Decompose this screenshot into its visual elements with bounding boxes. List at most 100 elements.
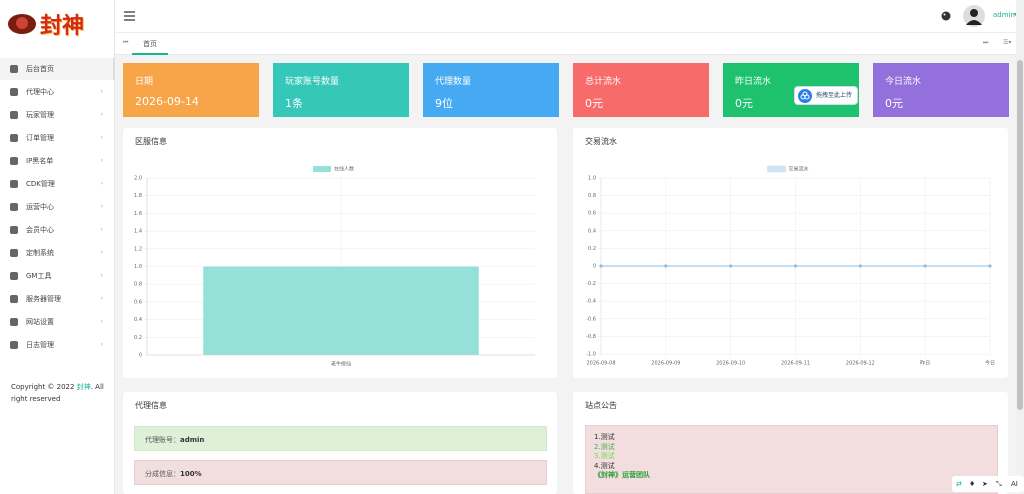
menu-text: 玩家管理	[26, 111, 54, 119]
menu-arrow: ›	[100, 295, 103, 302]
menu-item[interactable]: 会员中心 ›	[0, 219, 115, 241]
menu-item[interactable]: 日志管理 ›	[0, 334, 115, 356]
menu-arrow: ›	[100, 341, 103, 348]
menu-icon	[10, 88, 18, 96]
menu-text: CDK管理	[26, 180, 55, 188]
menu-item[interactable]: 服务器管理 ›	[0, 288, 115, 310]
menu-arrow: ›	[100, 180, 103, 187]
copyright-prefix: Copyright © 2022	[11, 383, 77, 391]
card-label: 日期	[135, 77, 154, 87]
card-value: 9位	[435, 97, 453, 110]
logo[interactable]: 封神	[4, 6, 110, 40]
menu-text: IP黑名单	[26, 157, 54, 165]
bar	[203, 266, 479, 355]
stat-card: 总计流水 0元	[573, 63, 709, 117]
y-tick-label: -0.6	[586, 316, 596, 322]
menu-item[interactable]: 网站设置 ›	[0, 311, 115, 333]
upload-icon	[798, 89, 812, 103]
tab-prev[interactable]: ⏮	[123, 39, 129, 46]
notice-line: 2.测试	[594, 442, 615, 451]
point	[988, 264, 992, 268]
stat-card: 玩家账号数量 1条	[273, 63, 409, 117]
point	[729, 264, 733, 268]
menu-icon	[10, 157, 18, 165]
menu-icon	[10, 272, 18, 280]
legend-swatch	[313, 166, 331, 172]
menu-text: 会员中心	[26, 226, 54, 234]
card-value: 0元	[585, 97, 603, 110]
chart: 在线人数 0 0.2 0.4 0.6 0.8 1.0 1.2 1.4 1.6 1.8 2.0 老牛修仙	[134, 166, 535, 368]
copyright: Copyright © 2022 封神. All right reserved	[11, 381, 107, 405]
menu-arrow: ›	[100, 157, 103, 164]
menu-arrow: ›	[100, 203, 103, 210]
stat-card: 日期 2026-09-14	[123, 63, 259, 117]
menu-text: 日志管理	[26, 341, 54, 349]
chart-panel: 交易流水 交易流水 -1.0 -0.8 -0.6 -0.4 -0.2 0 0.2 0.4 0.6 0.…	[573, 128, 1008, 378]
copyright-brand[interactable]: 封神	[76, 383, 91, 391]
menu-toggle[interactable]	[124, 11, 135, 21]
point	[599, 264, 603, 268]
tool-icon[interactable]: ⤡	[996, 480, 1002, 488]
menu-item[interactable]: 玩家管理 ›	[0, 104, 115, 126]
upload-badge[interactable]: 拖拽至此上传	[794, 86, 858, 105]
menu-text: 服务器管理	[26, 295, 61, 303]
user-caret: ▾	[1014, 11, 1017, 18]
tab-options[interactable]: ☰▾	[1003, 39, 1012, 46]
tool-icon[interactable]: ➤	[982, 480, 988, 488]
card-label: 总计流水	[585, 77, 622, 87]
menu-item[interactable]: 代理中心 ›	[0, 81, 115, 103]
notice-box: 1.测试 2.测试 3.测试 4.测试 《封神》运营团队	[585, 425, 998, 494]
menu-item[interactable]: 运营中心 ›	[0, 196, 115, 218]
y-tick-label: 1.6	[134, 211, 142, 217]
tool-icon[interactable]: ⇄	[956, 480, 962, 488]
menu-arrow: ›	[100, 249, 103, 256]
x-tick-label: 2026-09-11	[781, 361, 810, 367]
sidebar: 封神 后台首页 代理中心 › 玩家管理 › 订单管理 › IP黑名单 › CDK管理 › 运营中心 › 会…	[0, 0, 115, 494]
panel-title: 代理信息	[135, 401, 167, 410]
tool-icon[interactable]: ♦	[969, 480, 976, 488]
menu-item[interactable]: 订单管理 ›	[0, 127, 115, 149]
panel-title: 站点公告	[585, 401, 617, 410]
menu-icon	[10, 341, 18, 349]
menu-icon	[10, 111, 18, 119]
card-value: 2026-09-14	[135, 95, 199, 108]
y-tick-label: 0.2	[588, 246, 596, 252]
notice-line: 3.测试	[594, 452, 615, 460]
menu-text: 后台首页	[26, 65, 54, 73]
card-label: 玩家账号数量	[285, 77, 340, 87]
agent-row: 代理账号：admin	[134, 426, 547, 451]
card-label: 昨日流水	[735, 77, 772, 87]
y-tick-label: 0	[593, 264, 596, 270]
tab-next[interactable]: ⏭	[983, 39, 989, 46]
agent-panel: 代理信息 代理账号：admin 分成信息：100%	[123, 392, 557, 494]
x-tick-label: 老牛修仙	[331, 361, 351, 368]
theme-icon[interactable]	[941, 11, 951, 21]
scroll-thumb[interactable]	[1017, 60, 1023, 410]
row-value: 100%	[180, 470, 202, 478]
y-tick-label: 1.8	[134, 193, 142, 199]
menu-text: 网站设置	[26, 318, 54, 326]
x-tick-label: 2026-09-12	[846, 361, 875, 367]
menu-icon	[10, 203, 18, 211]
card-value: 1条	[285, 97, 303, 110]
menu-item[interactable]: GM工具 ›	[0, 265, 115, 287]
stat-card: 今日流水 0元	[873, 63, 1009, 117]
menu-text: 订单管理	[26, 134, 54, 142]
tool-ai[interactable]: AI	[1011, 480, 1018, 488]
card-label: 代理数量	[435, 77, 472, 87]
row-value: admin	[180, 436, 205, 444]
logo-art	[8, 14, 36, 34]
menu-arrow: ›	[100, 134, 103, 141]
menu-item[interactable]: CDK管理 ›	[0, 173, 115, 195]
menu-item[interactable]: 定制系统 ›	[0, 242, 115, 264]
tab[interactable]: 首页	[132, 33, 168, 55]
panel-title: 区服信息	[135, 137, 167, 146]
card-label: 今日流水	[885, 77, 922, 87]
menu-item[interactable]: 后台首页	[0, 58, 115, 80]
avatar[interactable]	[963, 5, 985, 27]
user-menu[interactable]: admin	[993, 11, 1015, 19]
menu-item[interactable]: IP黑名单 ›	[0, 150, 115, 172]
y-tick-label: 0.4	[134, 317, 142, 323]
menu-arrow: ›	[100, 111, 103, 118]
scrollbar	[1016, 0, 1024, 494]
